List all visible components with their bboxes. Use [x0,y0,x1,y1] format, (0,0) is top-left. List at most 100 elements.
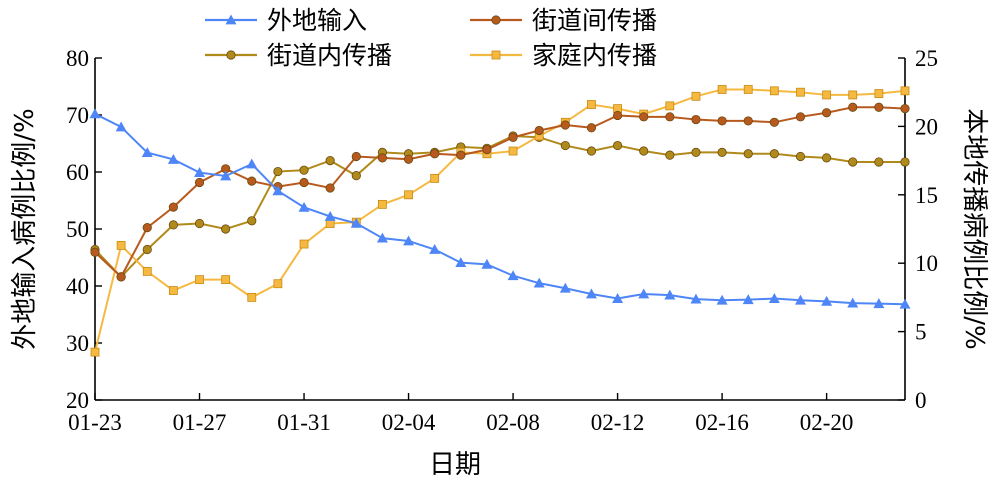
data-point [560,120,570,130]
series-2 [90,131,910,282]
series-line [94,112,906,306]
data-point [822,90,832,100]
data-point [195,275,204,285]
data-point [482,145,492,155]
data-point [116,272,126,282]
data-point [455,257,467,268]
data-point [586,146,597,156]
x-tick-label: 02-04 [382,410,436,435]
data-point [873,298,885,309]
data-point [273,279,283,289]
data-point [559,282,571,293]
data-point [717,116,727,126]
left-tick-label: 60 [66,160,89,185]
data-point [691,91,701,101]
left-tick-label: 70 [66,103,89,128]
data-point [194,177,205,188]
data-point [769,86,779,96]
data-point [874,89,884,98]
data-point [350,217,362,228]
data-point [822,153,832,163]
data-point [272,185,284,196]
data-point [900,86,910,96]
data-point [874,102,884,112]
data-point [560,140,570,151]
legend-label: 家庭内传播 [532,41,657,70]
right-tick-label: 5 [915,320,927,345]
data-point [273,166,283,177]
data-point [247,176,257,186]
legend-swatch-marker [491,15,501,25]
data-point [90,347,100,357]
left-tick-label: 30 [66,331,89,356]
x-axis-title: 日期 [429,450,481,480]
data-point [794,294,806,305]
x-tick-label: 02-20 [800,410,854,435]
data-point [900,104,910,114]
legend-label: 外地输入 [267,6,367,35]
data-point [743,116,753,126]
data-point [768,293,780,303]
data-point [533,277,545,288]
data-point [220,170,232,181]
data-point [612,140,623,151]
data-point [168,202,178,212]
right-tick-label: 15 [915,183,938,208]
series-3 [90,85,910,357]
data-point [665,150,675,160]
left-axis-ticks: 20 30 40 50 60 70 80 [66,46,102,413]
data-point [848,157,858,167]
data-point [743,149,753,159]
data-point [639,146,649,156]
data-point [142,244,152,255]
data-point [769,149,779,159]
data-point [847,297,859,308]
left-tick-label: 50 [66,217,89,242]
data-point [587,100,596,109]
x-tick-label: 01-23 [68,410,122,435]
data-point [822,108,832,118]
series-line [94,106,906,279]
data-point [481,258,493,269]
right-tick-label: 20 [915,114,938,139]
right-tick-label: 10 [915,251,938,276]
legend-swatch-marker [491,50,501,60]
data-point [142,267,152,276]
data-point [403,154,414,164]
data-point [691,114,701,125]
data-point [168,286,178,295]
right-tick-label: 25 [915,46,938,71]
data-point [194,218,205,229]
data-point [430,149,440,159]
data-point [351,171,361,181]
data-point [430,173,440,183]
legend-swatch-marker [225,14,237,25]
data-point [716,294,728,305]
data-point [848,102,858,112]
legend-swatch-marker [226,50,236,60]
x-tick-label: 01-27 [173,410,227,435]
legend-entry: 街道内传播 [205,41,392,70]
data-point [508,132,518,142]
data-point [795,112,806,122]
x-tick-label: 02-12 [591,410,645,435]
data-point [639,112,649,122]
series-line [94,134,905,279]
legend-entry: 家庭内传播 [470,41,657,70]
data-point [665,101,675,111]
data-point [586,123,597,133]
plot-frame [94,58,906,401]
data-point [508,146,518,156]
data-point [638,288,650,299]
data-point [585,288,597,299]
data-point [429,244,441,254]
data-point [795,151,806,162]
data-point [116,241,126,250]
left-tick-label: 80 [66,46,89,71]
data-point [351,151,361,162]
data-point [141,147,153,158]
right-axis-ticks: 0 5 10 15 20 25 [898,46,938,413]
data-point [246,158,258,169]
data-point [325,156,335,166]
legend-entry: 外地输入 [205,6,367,35]
